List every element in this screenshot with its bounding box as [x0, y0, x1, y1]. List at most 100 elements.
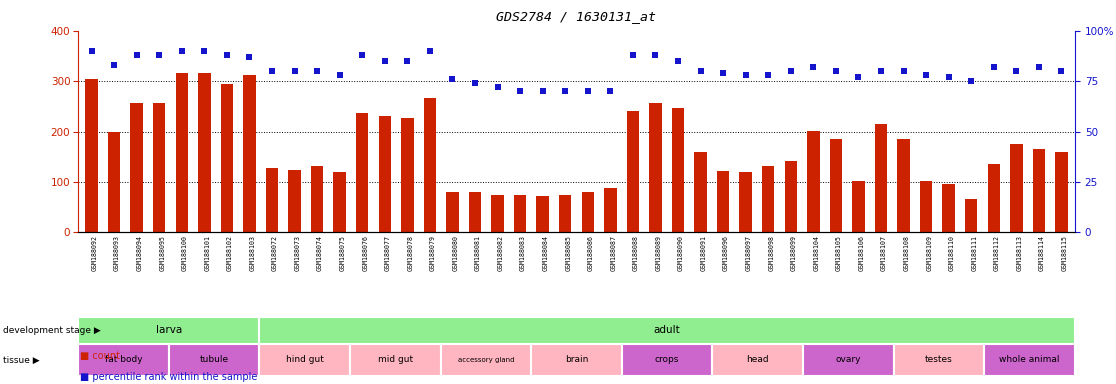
Text: GSM188106: GSM188106: [858, 235, 865, 271]
Point: [624, 52, 642, 58]
Text: GSM188095: GSM188095: [160, 235, 165, 271]
Text: GSM188079: GSM188079: [430, 235, 436, 271]
Bar: [441, 344, 531, 376]
Bar: [740, 172, 752, 232]
Text: GSM188082: GSM188082: [498, 235, 503, 271]
Bar: [984, 344, 1075, 376]
Bar: [169, 344, 259, 376]
Point: [105, 62, 123, 68]
Point: [984, 64, 1002, 70]
Text: GSM188104: GSM188104: [814, 235, 819, 271]
Bar: [897, 139, 910, 232]
Point: [737, 72, 754, 78]
Text: mid gut: mid gut: [377, 356, 413, 364]
Point: [489, 84, 507, 90]
Text: head: head: [747, 356, 769, 364]
Bar: [259, 317, 1075, 344]
Text: ■ count: ■ count: [80, 351, 121, 361]
Bar: [559, 195, 571, 232]
Text: whole animal: whole animal: [1000, 356, 1060, 364]
Bar: [785, 161, 797, 232]
Bar: [491, 195, 503, 232]
Bar: [311, 166, 324, 232]
Bar: [581, 192, 594, 232]
Point: [917, 72, 935, 78]
Text: GSM188077: GSM188077: [385, 235, 391, 271]
Point: [602, 88, 619, 94]
Text: hind gut: hind gut: [286, 356, 324, 364]
Text: larva: larva: [155, 325, 182, 335]
Bar: [804, 344, 894, 376]
Bar: [85, 79, 98, 232]
Point: [533, 88, 551, 94]
Bar: [807, 131, 819, 232]
Point: [714, 70, 732, 76]
Bar: [627, 111, 639, 232]
Point: [421, 48, 439, 54]
Text: GSM188098: GSM188098: [768, 235, 775, 271]
Text: GSM188084: GSM188084: [542, 235, 549, 271]
Point: [173, 48, 191, 54]
Text: GSM188096: GSM188096: [723, 235, 729, 271]
Text: GSM188115: GSM188115: [1061, 235, 1068, 271]
Point: [376, 58, 394, 64]
Bar: [1010, 144, 1022, 232]
Bar: [894, 344, 984, 376]
Text: fat body: fat body: [105, 356, 142, 364]
Bar: [469, 192, 481, 232]
Bar: [622, 344, 712, 376]
Text: GSM188078: GSM188078: [407, 235, 413, 271]
Text: GSM188073: GSM188073: [295, 235, 300, 271]
Text: GSM188113: GSM188113: [1017, 235, 1022, 271]
Text: adult: adult: [654, 325, 681, 335]
Bar: [537, 195, 549, 232]
Bar: [243, 75, 256, 232]
Text: GSM188086: GSM188086: [588, 235, 594, 271]
Bar: [266, 168, 278, 232]
Point: [127, 52, 145, 58]
Text: development stage ▶: development stage ▶: [3, 326, 102, 335]
Text: GSM188085: GSM188085: [565, 235, 571, 271]
Text: GSM188093: GSM188093: [114, 235, 121, 271]
Text: crops: crops: [655, 356, 680, 364]
Bar: [175, 73, 187, 232]
Point: [308, 68, 326, 74]
Text: GSM188107: GSM188107: [881, 235, 887, 271]
Text: GSM188089: GSM188089: [655, 235, 662, 271]
Text: GSM188092: GSM188092: [92, 235, 97, 271]
Point: [579, 88, 597, 94]
Text: GSM188109: GSM188109: [926, 235, 932, 271]
Text: GSM188083: GSM188083: [520, 235, 526, 271]
Bar: [943, 184, 955, 232]
Text: GSM188081: GSM188081: [475, 235, 481, 271]
Text: GSM188094: GSM188094: [136, 235, 143, 271]
Bar: [1032, 149, 1045, 232]
Point: [195, 48, 213, 54]
Text: GSM188091: GSM188091: [701, 235, 706, 271]
Bar: [259, 344, 350, 376]
Text: accessory gland: accessory gland: [458, 357, 514, 363]
Point: [398, 58, 416, 64]
Point: [330, 72, 348, 78]
Bar: [78, 344, 169, 376]
Text: GSM188090: GSM188090: [679, 235, 684, 271]
Point: [1008, 68, 1026, 74]
Text: brain: brain: [565, 356, 588, 364]
Text: tissue ▶: tissue ▶: [3, 356, 40, 364]
Bar: [131, 103, 143, 232]
Text: GSM188101: GSM188101: [204, 235, 210, 271]
Point: [782, 68, 800, 74]
Bar: [694, 152, 706, 232]
Bar: [424, 98, 436, 232]
Point: [466, 80, 484, 86]
Bar: [334, 172, 346, 232]
Bar: [199, 73, 211, 232]
Bar: [650, 103, 662, 232]
Point: [83, 48, 100, 54]
Text: GSM188076: GSM188076: [363, 235, 368, 271]
Bar: [153, 103, 165, 232]
Text: GSM188088: GSM188088: [633, 235, 638, 271]
Point: [827, 68, 845, 74]
Bar: [965, 199, 978, 232]
Text: GSM188103: GSM188103: [250, 235, 256, 271]
